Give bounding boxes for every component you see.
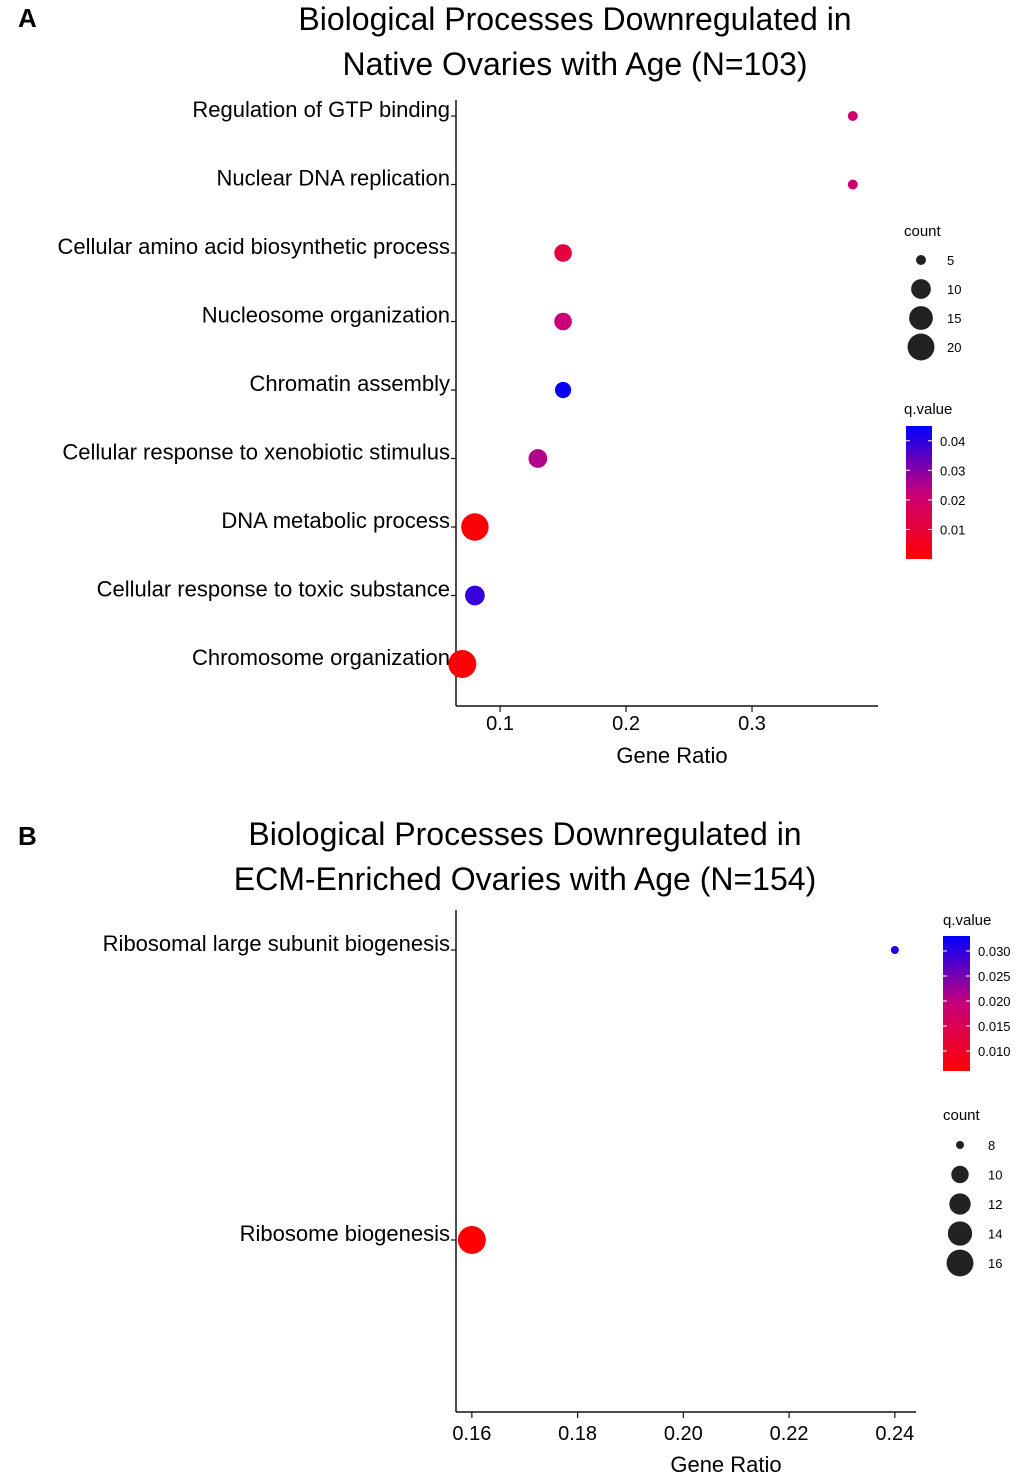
- y-category-label: Cellular response to toxic substance: [97, 577, 450, 602]
- size-legend-dot: [907, 333, 935, 361]
- size-legend-title: count: [943, 1107, 981, 1124]
- size-legend-dot: [911, 279, 931, 299]
- y-category-label: DNA metabolic process: [221, 508, 450, 533]
- size-legend-label: 20: [947, 340, 961, 355]
- color-legend-label: 0.015: [978, 1019, 1011, 1034]
- size-legend-dot: [951, 1165, 969, 1184]
- chart-title-line-1: Biological Processes Downregulated in: [248, 816, 801, 852]
- data-point: [457, 1226, 486, 1254]
- x-axis-title: Gene Ratio: [616, 743, 727, 768]
- x-tick-label: 0.24: [875, 1423, 914, 1445]
- size-legend-label: 15: [947, 311, 961, 326]
- y-category-label: Regulation of GTP binding: [192, 97, 450, 122]
- size-legend-dot: [909, 306, 933, 330]
- size-legend-dot: [916, 255, 926, 265]
- data-point: [847, 179, 858, 190]
- data-point: [461, 513, 489, 541]
- color-legend-title: q.value: [904, 401, 952, 418]
- y-category-label: Cellular response to xenobiotic stimulus: [62, 440, 450, 465]
- panel-label-b: B: [18, 821, 37, 851]
- data-point: [554, 312, 572, 331]
- color-legend-title: q.value: [943, 912, 991, 929]
- color-legend-label: 0.010: [978, 1044, 1011, 1059]
- color-legend-label: 0.03: [940, 463, 965, 478]
- chart-title-line-2: Native Ovaries with Age (N=103): [342, 46, 807, 82]
- x-tick-label: 0.1: [486, 713, 514, 735]
- panel-a: A Biological Processes Downregulated in Na…: [18, 1, 965, 768]
- y-category-label: Cellular amino acid biosynthetic process: [57, 234, 450, 259]
- color-legend-bar: [943, 936, 970, 1071]
- color-legend-bar: [906, 426, 932, 559]
- x-tick-label: 0.18: [558, 1423, 597, 1445]
- y-category-label: Chromosome organization: [192, 645, 450, 670]
- size-legend-label: 10: [947, 282, 961, 297]
- size-legend-label: 16: [988, 1256, 1002, 1271]
- x-axis-title: Gene Ratio: [670, 1452, 781, 1477]
- data-point: [847, 111, 858, 121]
- size-legend-dot: [956, 1141, 964, 1149]
- size-legend-label: 10: [988, 1168, 1002, 1183]
- chart-title-line-1: Biological Processes Downregulated in: [298, 1, 851, 37]
- data-point: [528, 449, 548, 468]
- x-tick-label: 0.20: [664, 1423, 703, 1445]
- size-legend-label: 5: [947, 253, 954, 268]
- size-legend-dot: [947, 1221, 973, 1246]
- color-legend-label: 0.020: [978, 994, 1011, 1009]
- color-legend-label: 0.01: [940, 522, 965, 537]
- color-legend-label: 0.02: [940, 493, 965, 508]
- y-category-label: Ribosomal large subunit biogenesis: [103, 931, 450, 956]
- y-category-label: Nuclear DNA replication: [216, 166, 450, 191]
- data-point: [554, 244, 572, 262]
- panel-b: B Biological Processes Downregulated in EC…: [18, 816, 1011, 1477]
- data-point: [554, 381, 572, 399]
- color-legend-label: 0.025: [978, 969, 1011, 984]
- x-tick-label: 0.16: [452, 1423, 491, 1445]
- color-legend-label: 0.04: [940, 434, 965, 449]
- x-tick-label: 0.22: [770, 1423, 809, 1445]
- size-legend-label: 8: [988, 1138, 995, 1153]
- y-category-label: Ribosome biogenesis: [240, 1221, 450, 1246]
- chart-title-line-2: ECM-Enriched Ovaries with Age (N=154): [234, 861, 816, 897]
- size-legend-label: 12: [988, 1197, 1002, 1212]
- data-point: [448, 650, 477, 678]
- panel-label-a: A: [18, 3, 37, 33]
- size-legend-dot: [949, 1193, 971, 1215]
- size-legend-dot: [946, 1249, 974, 1277]
- x-tick-label: 0.3: [738, 713, 766, 735]
- color-legend-label: 0.030: [978, 944, 1011, 959]
- size-legend-title: count: [904, 223, 942, 240]
- y-category-label: Chromatin assembly: [249, 371, 450, 396]
- y-category-label: Nucleosome organization: [202, 303, 450, 328]
- x-tick-label: 0.2: [612, 713, 640, 735]
- data-point: [465, 585, 485, 606]
- size-legend-label: 14: [988, 1227, 1002, 1242]
- data-point: [890, 946, 899, 954]
